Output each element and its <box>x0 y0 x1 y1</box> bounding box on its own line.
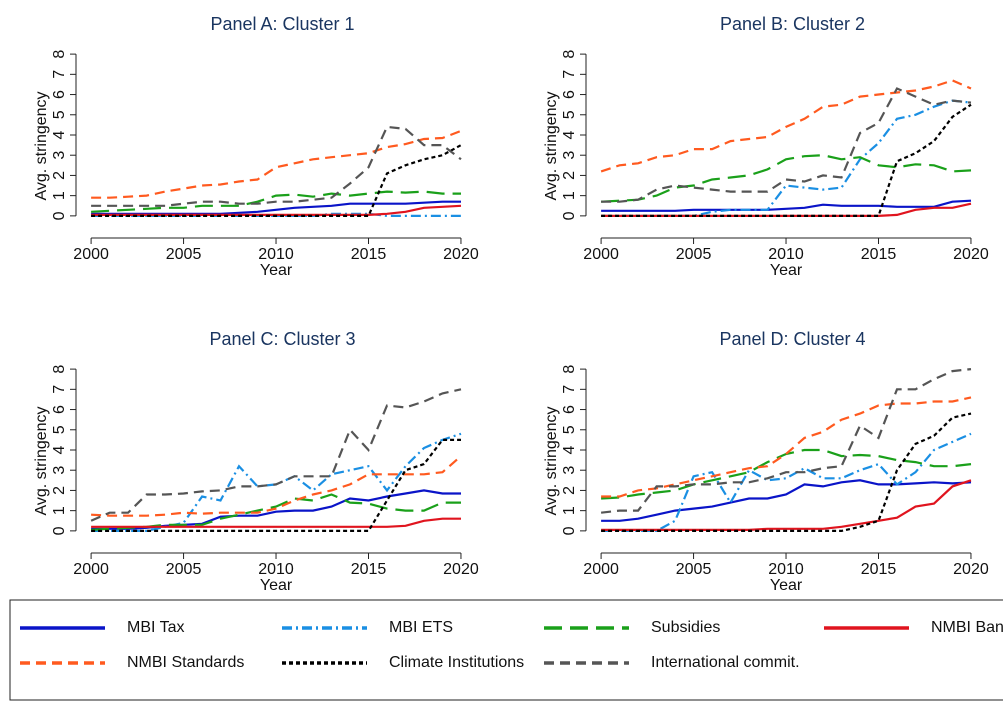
x-tick-label: 2000 <box>583 246 619 263</box>
series-line <box>601 412 972 533</box>
y-tick-label: 7 <box>561 385 578 394</box>
y-axis-title: Avg. stringency <box>33 91 50 200</box>
y-tick-label: 6 <box>51 405 68 414</box>
y-tick-label: 1 <box>51 506 68 515</box>
x-tick-label: 2010 <box>258 561 294 578</box>
x-axis-title: Year <box>260 262 293 279</box>
y-tick-label: 0 <box>51 211 68 220</box>
x-tick-label: 2020 <box>443 246 479 263</box>
x-tick-label: 2010 <box>768 246 804 263</box>
y-tick-label: 3 <box>51 466 68 475</box>
x-tick-label: 2015 <box>861 561 897 578</box>
x-axis-title: Year <box>770 262 803 279</box>
y-tick-label: 2 <box>561 486 578 495</box>
series-line <box>601 479 972 532</box>
panel-title: Panel C: Cluster 3 <box>209 329 355 349</box>
y-tick-label: 7 <box>51 70 68 79</box>
series-line <box>91 144 462 217</box>
series-line <box>600 79 972 173</box>
series-line <box>91 125 462 207</box>
legend-label: NMBI Standards <box>127 654 244 671</box>
y-tick-label: 1 <box>561 191 578 200</box>
x-tick-label: 2000 <box>73 246 109 263</box>
x-tick-label: 2010 <box>768 561 804 578</box>
panel-title: Panel A: Cluster 1 <box>210 14 354 34</box>
y-tick-label: 8 <box>561 50 578 59</box>
y-tick-label: 3 <box>51 151 68 160</box>
y-tick-label: 6 <box>561 405 578 414</box>
y-tick-label: 0 <box>51 526 68 535</box>
x-axis-title: Year <box>770 577 803 594</box>
y-tick-label: 1 <box>561 506 578 515</box>
series-line <box>601 396 972 498</box>
panel-title: Panel B: Cluster 2 <box>720 14 865 34</box>
x-tick-label: 2005 <box>166 246 202 263</box>
series-line <box>601 154 972 203</box>
x-tick-label: 2015 <box>351 561 387 578</box>
y-tick-label: 5 <box>561 110 578 119</box>
y-tick-label: 0 <box>561 211 578 220</box>
series-line <box>91 438 461 533</box>
legend-box <box>9 599 1003 701</box>
x-tick-label: 2000 <box>73 561 109 578</box>
x-tick-label: 2000 <box>583 561 619 578</box>
y-axis-title: Avg. stringency <box>33 406 50 515</box>
y-tick-label: 4 <box>561 130 578 139</box>
x-tick-label: 2015 <box>861 246 897 263</box>
y-tick-label: 8 <box>51 50 68 59</box>
series-line <box>601 479 972 522</box>
y-axis-title: Avg. stringency <box>543 91 560 200</box>
x-tick-label: 2015 <box>351 246 387 263</box>
legend-label: Subsidies <box>651 619 720 636</box>
x-tick-label: 2020 <box>953 561 989 578</box>
y-tick-label: 3 <box>561 466 578 475</box>
y-tick-label: 2 <box>561 171 578 180</box>
y-tick-label: 7 <box>51 385 68 394</box>
y-tick-label: 7 <box>561 70 578 79</box>
y-tick-label: 4 <box>51 130 68 139</box>
y-tick-label: 8 <box>51 365 68 374</box>
series-line <box>600 368 972 514</box>
series-line <box>91 190 461 213</box>
y-tick-label: 8 <box>561 365 578 374</box>
y-tick-label: 4 <box>561 445 578 454</box>
series-line <box>90 388 462 522</box>
legend-label: MBI Tax <box>127 619 185 636</box>
legend-label: Climate Institutions <box>389 654 524 671</box>
series-line <box>601 199 972 212</box>
y-tick-label: 2 <box>51 171 68 180</box>
y-tick-label: 6 <box>561 90 578 99</box>
x-tick-label: 2020 <box>953 246 989 263</box>
x-tick-label: 2010 <box>258 246 294 263</box>
y-tick-label: 4 <box>51 445 68 454</box>
series-line <box>601 432 972 533</box>
legend-label: NMBI Bans <box>931 619 1003 636</box>
y-tick-label: 0 <box>561 526 578 535</box>
series-line <box>91 517 461 528</box>
y-tick-label: 5 <box>51 425 68 434</box>
series-line <box>91 455 462 517</box>
y-tick-label: 5 <box>561 425 578 434</box>
legend-label: International commit. <box>651 654 800 671</box>
y-tick-label: 6 <box>51 90 68 99</box>
x-tick-label: 2005 <box>676 561 712 578</box>
series-line <box>601 87 972 203</box>
x-tick-label: 2020 <box>443 561 479 578</box>
legend-label: MBI ETS <box>389 619 453 636</box>
panel-title: Panel D: Cluster 4 <box>719 329 865 349</box>
y-tick-label: 3 <box>561 151 578 160</box>
series-line <box>601 448 972 500</box>
y-tick-label: 5 <box>51 110 68 119</box>
series-line <box>601 103 972 217</box>
x-tick-label: 2005 <box>676 246 712 263</box>
y-tick-label: 1 <box>51 191 68 200</box>
y-tick-label: 2 <box>51 486 68 495</box>
x-axis-title: Year <box>260 577 293 594</box>
y-axis-title: Avg. stringency <box>543 406 560 515</box>
x-tick-label: 2005 <box>166 561 202 578</box>
